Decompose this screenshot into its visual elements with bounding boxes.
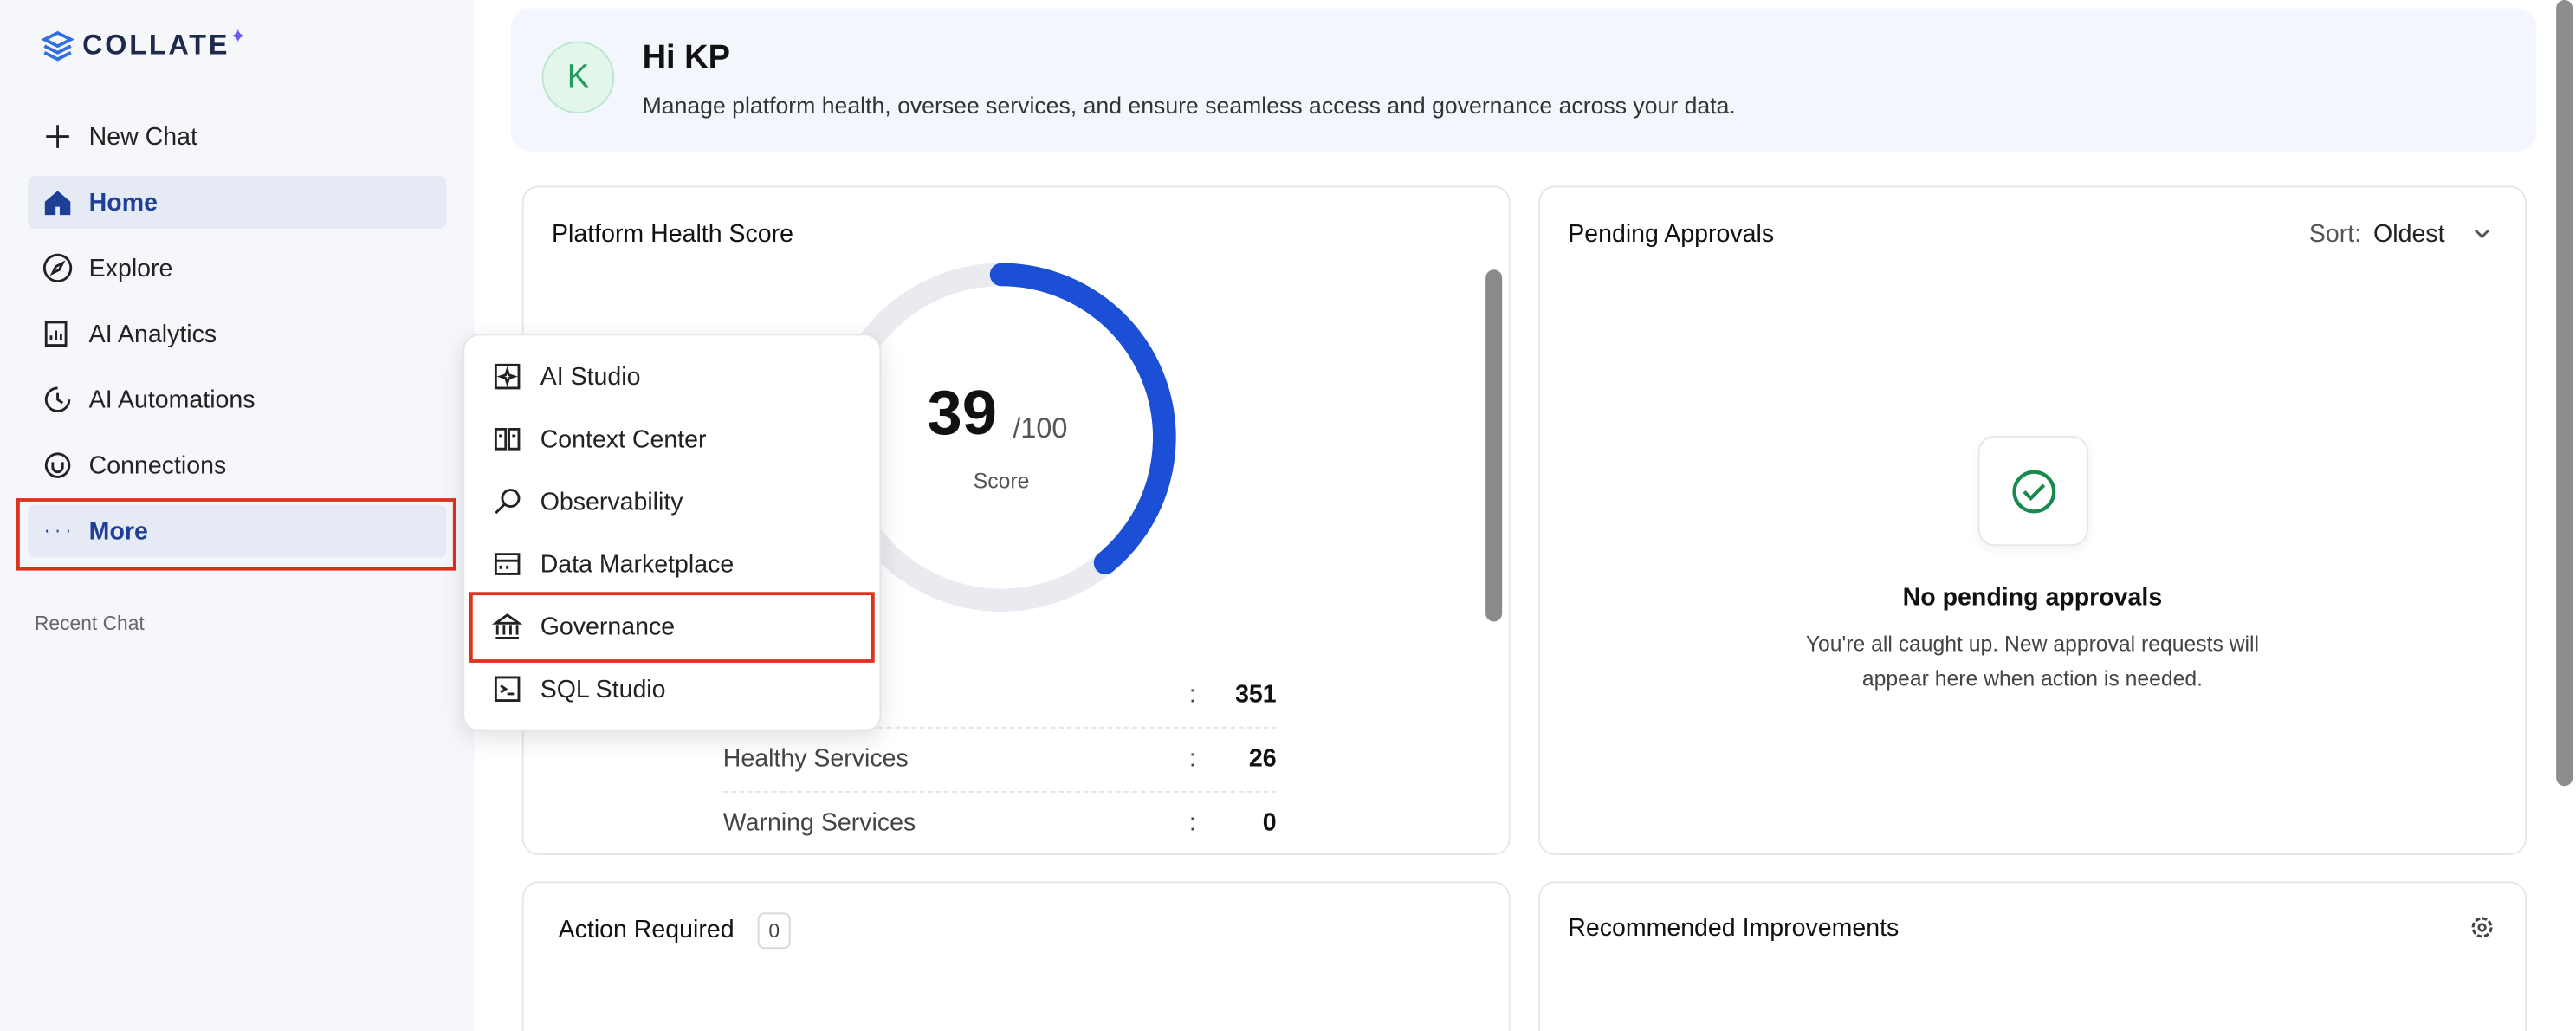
icon [44, 191, 71, 216]
stat-separator: : [1188, 744, 1196, 774]
sort-label: Sort: [2308, 220, 2362, 249]
subtitle: Manage platform health, oversee services… [642, 92, 1736, 119]
icon [494, 427, 521, 451]
score-max: /100 [1013, 412, 1068, 444]
empty-title: No pending approvals [1902, 583, 2163, 613]
nav-label: AI Automations [88, 386, 256, 414]
score: 39 [927, 379, 997, 450]
stat-row: Warning Services: 0 [723, 793, 1277, 855]
menu-item[interactable]: AI Studio [491, 352, 641, 401]
card-title: Action Required [558, 916, 735, 944]
nav-item[interactable]: AI Analytics [28, 308, 446, 360]
sort-value[interactable]: Oldest [2373, 220, 2445, 249]
icon [46, 529, 69, 533]
avatar: K [541, 41, 615, 113]
icon [44, 386, 71, 412]
stat-row: Healthy Services: 26 [722, 729, 1277, 793]
nav-item[interactable]: Home [28, 176, 447, 229]
check-icon [1977, 435, 2089, 547]
menu-label: Context Center [540, 425, 707, 453]
icon [494, 553, 521, 575]
score-label: Score [973, 468, 1030, 494]
icon [44, 452, 71, 478]
menu-item[interactable]: Governance [491, 602, 675, 652]
health-card: Platform Health Score 39 /100 Score [521, 185, 1511, 855]
stat-separator: : [1188, 808, 1196, 838]
nav-item[interactable]: New Chat [28, 110, 446, 163]
header: K Hi KP Manage platform health, oversee … [510, 8, 2537, 152]
menu-item[interactable]: Data Marketplace [491, 540, 735, 589]
icon [43, 253, 73, 282]
recommended-card: Recommended Improvements [1538, 881, 2527, 1031]
nav-item[interactable]: Explore [28, 242, 446, 295]
stat-value: 26 [1248, 744, 1277, 774]
nav-item[interactable]: More [28, 504, 447, 558]
stat-label: Warning Services [722, 808, 916, 838]
brand: COLLATE [82, 29, 230, 62]
card-title: Pending Approvals [1568, 220, 1775, 249]
more-menu: AI Studio Context Center Observability Data… [463, 334, 882, 732]
settings-icon[interactable] [2469, 914, 2495, 940]
card-title: Recommended Improvements [1568, 914, 1900, 943]
menu-item[interactable]: SQL Studio [491, 665, 666, 714]
menu-label: AI Studio [540, 362, 641, 391]
menu-label: SQL Studio [540, 675, 666, 704]
stat-label: Healthy Services [722, 744, 909, 774]
empty-line: You're all caught up. New approval reque… [1805, 631, 2260, 657]
nav-label: New Chat [88, 122, 197, 151]
menu-label: Data Marketplace [540, 549, 735, 579]
sidebar: COLLATE ✦ New Chat Home Explore AI Analytic… [0, 0, 475, 1031]
stat-value: 351 [1235, 680, 1277, 710]
action-card: Action Required 0 [521, 881, 1511, 1031]
empty-line: appear here when action is needed. [1861, 665, 2203, 691]
icon [495, 489, 521, 515]
stat-value: 0 [1262, 808, 1277, 838]
nav-item[interactable]: Connections [28, 439, 446, 492]
nav-label: Explore [88, 254, 173, 282]
menu-label: Observability [540, 487, 683, 516]
nav-label: Connections [88, 451, 227, 480]
score-arc [989, 263, 1176, 574]
highlight [469, 592, 875, 663]
menu-label: Governance [540, 613, 676, 641]
recent-chat: Recent Chat [34, 612, 145, 635]
menu-item[interactable]: Context Center [491, 414, 707, 464]
icon [494, 676, 521, 702]
nav-label: Home [88, 188, 158, 217]
page-scrollbar [2556, 0, 2573, 787]
card-title: Platform Health Score [552, 220, 794, 249]
icon [44, 321, 68, 347]
highlight [16, 498, 456, 571]
count-badge: 0 [757, 912, 791, 950]
nav-label: AI Analytics [88, 320, 217, 348]
menu-item[interactable]: Observability [491, 477, 683, 526]
icon [494, 363, 521, 390]
icon [46, 125, 69, 148]
icon [491, 613, 523, 639]
nav-label: More [88, 516, 148, 546]
scrollbar [1485, 269, 1503, 622]
approvals-card: Pending Approvals Sort: Oldest No pendin… [1538, 185, 2527, 855]
nav-item[interactable]: AI Automations [28, 373, 446, 426]
greeting: Hi KP [642, 39, 731, 76]
chevron[interactable] [2472, 224, 2492, 243]
stat-separator: : [1188, 680, 1196, 710]
logo: COLLATE ✦ [41, 24, 246, 62]
